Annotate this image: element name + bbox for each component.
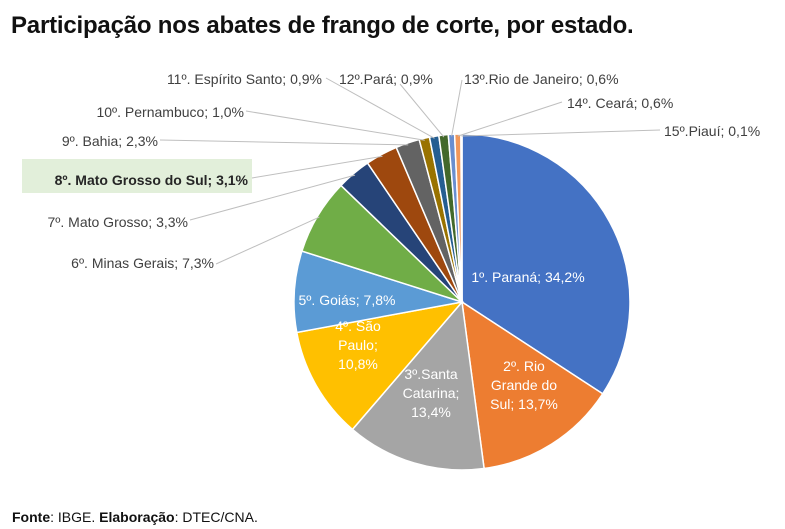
slice-label-13-rio-de-janeiro: 13º.Rio de Janeiro; 0,6% xyxy=(464,71,619,87)
pie-slice-3-santa-catarina xyxy=(351,300,485,471)
leader-line-7-mato-grosso xyxy=(189,174,356,221)
slice-label-9-bahia: 9º. Bahia; 2,3% xyxy=(62,133,158,149)
slice-label-1-parana: 1º. Paraná; 34,2% xyxy=(471,269,584,285)
leader-line-8-mato-grosso-do-sul xyxy=(251,155,383,179)
source-note: Fonte: IBGE. Elaboração: DTEC/CNA. xyxy=(12,509,258,525)
leader-line-15-piaui xyxy=(461,129,661,137)
slice-label-10-pernambuco: 10º. Pernambuco; 1,0% xyxy=(96,104,244,120)
leader-line-11-espirito-santo xyxy=(325,77,435,139)
slice-label-7-mato-grosso: 7º. Mato Grosso; 3,3% xyxy=(47,214,188,230)
pie-slice-4-sao-paulo xyxy=(295,300,464,431)
pie-slice-2-rio-grande-do-sul xyxy=(461,300,604,470)
slice-label-3-santa-catarina: 3º.Santa Catarina; 13,4% xyxy=(403,366,460,420)
elaboration-value: : DTEC/CNA. xyxy=(174,509,258,525)
chart-title: Participação nos abates de frango de cor… xyxy=(11,12,634,39)
leader-line-12-para xyxy=(399,83,445,138)
leader-line-13-rio-de-janeiro xyxy=(451,79,463,137)
elaboration-label: Elaboração xyxy=(99,509,175,525)
source-label: Fonte xyxy=(12,509,51,525)
slice-label-11-espirito-santo: 11º. Espírito Santo; 0,9% xyxy=(167,71,322,87)
slice-label-2-rio-grande-do-sul: 2º. Rio Grande do Sul; 13,7% xyxy=(490,358,558,412)
slice-label-6-minas-gerais: 6º. Minas Gerais; 7,3% xyxy=(71,255,214,271)
pie-slice-15-piaui xyxy=(460,133,463,303)
source-value: : IBGE. xyxy=(50,509,100,525)
leader-line-9-bahia xyxy=(159,139,409,146)
slice-label-12-para: 12º.Pará; 0,9% xyxy=(339,71,433,87)
slice-label-5-goias: 5º. Goiás; 7,8% xyxy=(299,292,396,308)
leader-line-10-pernambuco xyxy=(245,110,425,141)
leader-line-14-ceara xyxy=(457,101,563,137)
highlight-box xyxy=(22,159,252,193)
slice-label-4-sao-paulo: 4º. São Paulo; 10,8% xyxy=(335,318,381,372)
slice-label-8-mato-grosso-do-sul: 8º. Mato Grosso do Sul; 3,1% xyxy=(55,172,249,188)
leader-line-6-minas-gerais xyxy=(215,216,320,265)
slice-label-14-ceara: 14º. Ceará; 0,6% xyxy=(567,95,673,111)
slice-label-15-piaui: 15º.Piauí; 0,1% xyxy=(664,123,760,139)
